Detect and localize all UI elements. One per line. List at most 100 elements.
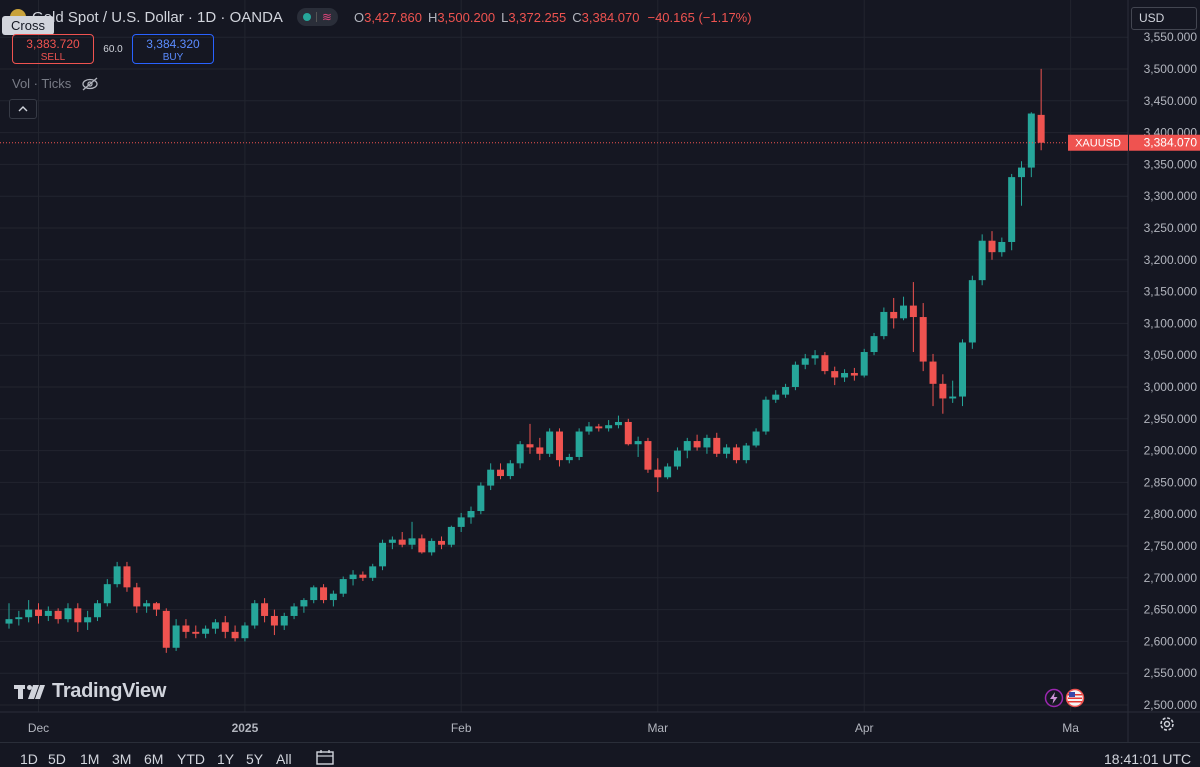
candle (457, 512, 465, 533)
candle (654, 458, 662, 492)
candle-body (575, 431, 583, 457)
candle-body (329, 593, 337, 601)
candle (683, 437, 691, 459)
candle-body (831, 371, 839, 378)
lightning-icon[interactable] (1044, 688, 1064, 708)
candle (703, 434, 711, 454)
candle (202, 625, 210, 639)
candle-body (477, 485, 485, 512)
candle (270, 609, 278, 636)
candle (949, 380, 957, 403)
y-tick-label: 3,350.000 (1144, 157, 1198, 171)
candle (418, 534, 426, 554)
last-price-tag (1129, 134, 1200, 151)
candle (860, 348, 868, 378)
candle-body (34, 609, 42, 616)
candle-body (968, 280, 976, 343)
us-flag-icon[interactable] (1065, 688, 1085, 708)
currency-select[interactable]: USD (1131, 7, 1197, 30)
range-1m-button[interactable]: 1M (80, 751, 100, 767)
symbol-tag-label: XAUUSD (1075, 138, 1121, 150)
last-price-label: 3,384.070 (1144, 136, 1198, 150)
candle-body (447, 526, 455, 545)
candle-body (241, 625, 249, 639)
settings-gear-icon[interactable] (1158, 715, 1176, 733)
data-status-icon: ≋ (321, 10, 332, 24)
price-axis[interactable]: 2,500.000 2,550.000 2,600.000 2,650.000 2,70… (1144, 30, 1198, 712)
candle (850, 367, 858, 381)
candle-body (841, 373, 849, 378)
candle (900, 296, 908, 321)
time-axis[interactable]: Dec 2025 Feb Mar Apr Ma (28, 721, 1079, 735)
candle-body (202, 628, 210, 634)
range-all-button[interactable]: All (276, 751, 292, 767)
candle-body (850, 373, 858, 376)
candle (644, 437, 652, 473)
volume-label[interactable]: Vol · Ticks (12, 76, 72, 91)
candle (673, 447, 681, 470)
candle (1027, 112, 1035, 178)
candle (74, 603, 82, 632)
candle-body (5, 619, 13, 624)
range-6m-button[interactable]: 6M (144, 751, 164, 767)
y-tick-label: 2,650.000 (1144, 603, 1198, 617)
y-tick-label: 3,450.000 (1144, 94, 1198, 108)
spread-value: 60.0 (103, 43, 123, 55)
candle-body (506, 463, 514, 477)
candle-body (644, 441, 652, 470)
collapse-legend-button[interactable] (9, 99, 37, 119)
eye-slash-icon[interactable] (81, 77, 99, 91)
candle (890, 297, 898, 329)
range-ytd-button[interactable]: YTD (177, 751, 205, 767)
candle (998, 237, 1006, 257)
candle (398, 532, 406, 548)
market-open-icon (302, 13, 311, 21)
candle (84, 610, 92, 630)
candle (555, 428, 563, 467)
range-3m-button[interactable]: 3M (112, 751, 132, 767)
ohlc-values: O3,427.860 H3,500.200 L3,372.255 C3,384.… (354, 10, 752, 25)
crosshair-tooltip: Cross (2, 16, 54, 35)
candle (978, 234, 986, 286)
candle-body (418, 538, 426, 553)
y-tick-label: 2,550.000 (1144, 666, 1198, 680)
candle-body (369, 566, 377, 578)
ohlc-high-value: 3,500.200 (437, 9, 496, 25)
candle (723, 444, 731, 459)
candle (506, 460, 514, 480)
candle (15, 610, 23, 626)
candle (447, 525, 455, 548)
candle (261, 598, 269, 623)
ohlc-open-value: 3,427.860 (364, 9, 422, 25)
candle (64, 603, 72, 623)
ohlc-close-key: C (572, 9, 582, 25)
symbol-price-tag (1068, 134, 1128, 151)
sell-button[interactable]: 3,383.720 SELL (12, 34, 94, 64)
volume-indicator: Vol · Ticks (12, 76, 99, 91)
y-tick-label: 2,900.000 (1144, 444, 1198, 458)
symbol-title[interactable]: Gold Spot / U.S. Dollar · 1D · OANDA (32, 8, 283, 26)
range-5d-button[interactable]: 5D (48, 751, 66, 767)
calendar-icon[interactable] (316, 749, 334, 765)
candle (595, 423, 603, 432)
candle-body (359, 574, 367, 578)
candle-body (978, 240, 986, 281)
candle (870, 332, 878, 356)
candle-body (516, 444, 524, 464)
utc-clock[interactable]: 18:41:01 UTC (1104, 751, 1192, 767)
candle-body (801, 358, 809, 365)
candle (546, 428, 554, 457)
candle-body (959, 342, 967, 397)
buy-button[interactable]: 3,384.320 BUY (132, 34, 214, 64)
range-1d-button[interactable]: 1D (20, 751, 38, 767)
candle-body (732, 447, 740, 461)
candle-body (182, 625, 190, 632)
market-status[interactable]: ≋ (296, 8, 338, 26)
range-5y-button[interactable]: 5Y (246, 751, 264, 767)
price-change: −40.165 (−1.17%) (647, 9, 752, 25)
candle-body (211, 622, 219, 629)
range-1y-button[interactable]: 1Y (217, 751, 235, 767)
candle (123, 561, 131, 592)
tradingview-watermark[interactable]: TradingView (14, 680, 166, 703)
